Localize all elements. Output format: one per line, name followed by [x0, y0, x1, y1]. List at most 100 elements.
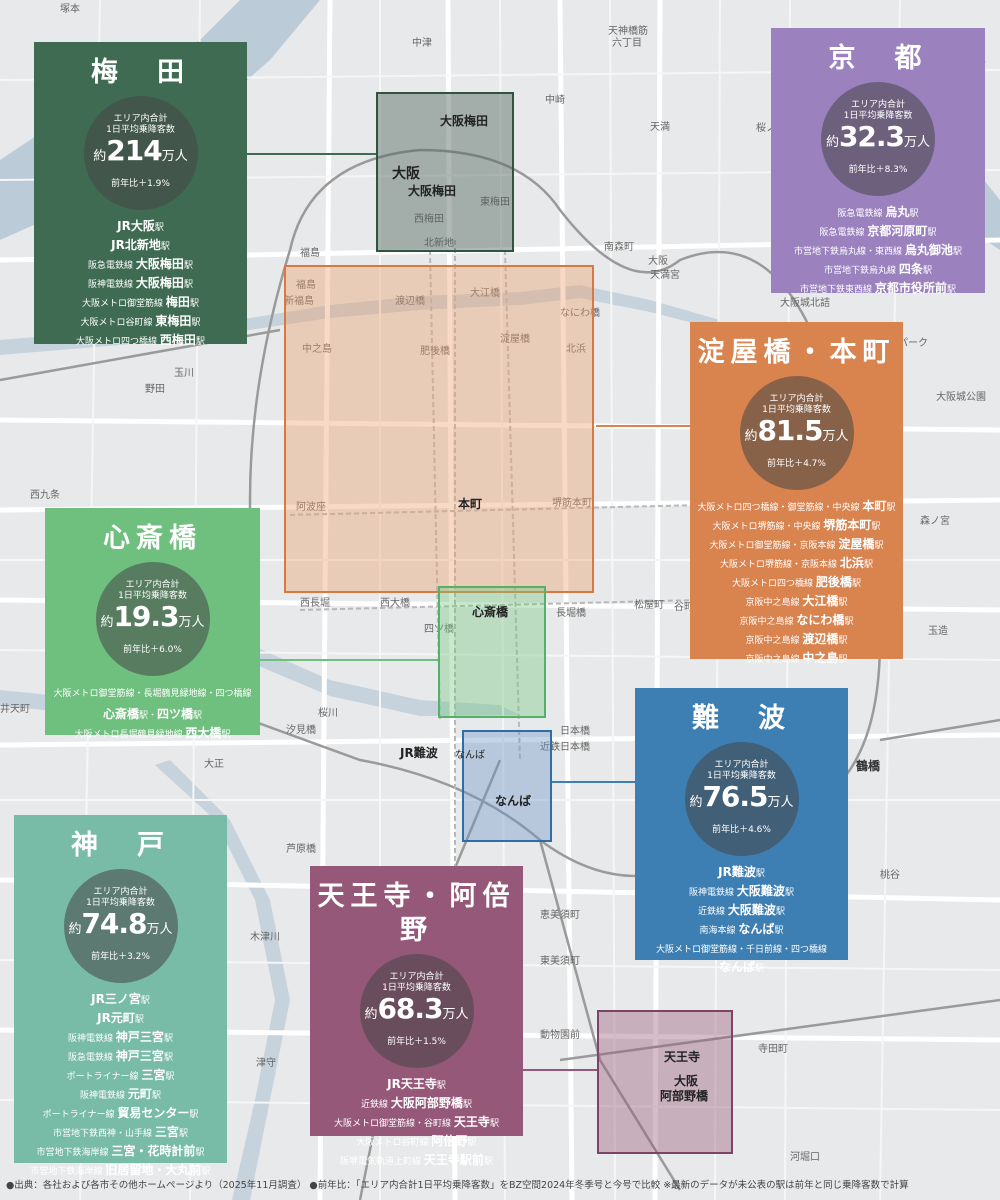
line-name: 大阪メトロ四つ橋線 [732, 579, 814, 589]
tennoji-panel: 天王寺・阿倍野 エリア内合計 1日平均乗降客数 約68.3万人 前年比＋1.5% JR… [310, 866, 523, 1167]
station-item: JR天王寺駅 [310, 1076, 523, 1095]
svg-text:南森町: 南森町 [604, 240, 634, 253]
shinsaibashi-area-name: 心斎橋 [103, 523, 202, 554]
station-item: 大阪メトロ御堂筋線 梅田駅 [34, 294, 247, 313]
station-suffix: 駅 [154, 223, 164, 233]
line-name: 南海本線 [699, 926, 736, 936]
svg-text:玉造: 玉造 [928, 624, 948, 637]
tennoji-box-label-3: 阿部野橋 [660, 1089, 709, 1103]
station-name: 神戸三宮 [115, 1049, 164, 1063]
kobe-ridership-number: 74.8 [81, 907, 147, 940]
station-item: 京阪中之島線 なにわ橋駅 [690, 612, 903, 631]
shinsaibashi-ridership-unit: 万人 [178, 615, 205, 630]
yodoyabashi-ridership-number: 81.5 [757, 414, 823, 447]
line-name: 大阪メトロ御堂筋線・千日前線・四つ橋線 [655, 945, 827, 955]
station-name: 四ツ橋 [157, 707, 194, 721]
line-name: 京阪中之島線 [745, 655, 800, 665]
svg-text:福島: 福島 [300, 246, 320, 259]
namba-station-list: JR難波駅 阪神電鉄線 大阪難波駅 近鉄線 大阪難波駅 南海本線 なんば駅 大阪メトロ御… [635, 864, 848, 978]
tennoji-ridership-circle: エリア内合計 1日平均乗降客数 約68.3万人 前年比＋1.5% [359, 954, 474, 1068]
station-suffix: 駅 [189, 1110, 199, 1120]
station-name: JR北新地 [111, 238, 161, 252]
tennoji-ridership-unit: 万人 [442, 1007, 469, 1022]
line-name: 京阪中之島線 [745, 598, 800, 608]
svg-text:西長堀: 西長堀 [300, 597, 330, 609]
station-item: 京阪中之島線 大江橋駅 [690, 593, 903, 612]
svg-text:西大橋: 西大橋 [380, 596, 410, 609]
line-name: 市営地下鉄烏丸線・東西線 [794, 247, 903, 257]
yodoyabashi-area-name: 淀屋橋・本町 [697, 337, 896, 368]
kyoto-approx: 約 [825, 135, 839, 150]
tennoji-box-label-2: 大阪 [674, 1074, 699, 1088]
station-suffix: 駅 [195, 1148, 205, 1158]
station-item: 市営地下鉄東西線 京都市役所前駅 [771, 280, 985, 299]
station-name: 大江橋 [802, 594, 839, 608]
line-name: 京阪中之島線 [739, 617, 794, 627]
station-suffix: 駅 [193, 711, 203, 721]
station-item: 阪急電鉄線 京都河原町駅 [771, 223, 985, 242]
line-name: 市営地下鉄西神・山手線 [53, 1129, 153, 1139]
kyoto-ridership-circle: エリア内合計 1日平均乗降客数 約32.3万人 前年比＋8.3% [821, 82, 935, 196]
kobe-area-name: 神 戸 [71, 830, 170, 861]
line-name: 大阪メトロ谷町線 [356, 1138, 429, 1148]
map-label: 梅田 [0, 0, 1, 1]
umeda-ridership-label: エリア内合計 1日平均乗降客数 [106, 114, 175, 135]
station-item: 四ツ橋駅 [157, 706, 202, 725]
kyoto-panel: 京 都エリア内合計 1日平均乗降客数 約32.3万人 前年比＋8.3% 阪急電鉄線 烏… [771, 28, 985, 295]
source-footnote: ●出典：各社および各市その他ホームページより（2025年11月調査） ●前年比：… [6, 1180, 909, 1191]
station-name: 大阪難波 [736, 884, 785, 898]
station-item: 京阪中之島線 中之島駅 [690, 650, 903, 669]
svg-text:北新地: 北新地 [424, 236, 454, 249]
station-name: JR大阪 [117, 219, 155, 233]
station-name: 元町 [127, 1087, 152, 1101]
station-name: なにわ橋 [796, 613, 845, 627]
namba-ridership-unit: 万人 [767, 795, 794, 810]
station-item: 大阪メトロ御堂筋線・谷町線 天王寺駅 [310, 1114, 523, 1133]
station-name: JR元町 [97, 1011, 135, 1025]
line-name: 大阪メトロ御堂筋線・京阪本線 [709, 541, 836, 551]
line-name: 市営地下鉄海岸線 [36, 1148, 109, 1158]
station-item: 阪神電鉄線 元町駅 [14, 1086, 227, 1105]
station-item: 大阪メトロ御堂筋線・千日前線・四つ橋線 [635, 940, 848, 959]
namba-ridership-label: エリア内合計 1日平均乗降客数 [707, 760, 776, 781]
svg-text:肥後橋: 肥後橋 [420, 344, 450, 357]
station-name: 本町 [862, 499, 887, 513]
station-item: 阪急電鉄線 大阪梅田駅 [34, 256, 247, 275]
station-suffix: 駅 [134, 1015, 144, 1025]
svg-text:新福島: 新福島 [284, 294, 314, 307]
station-suffix: 駅 [183, 261, 193, 271]
line-name: 大阪メトロ四つ橋線・御堂筋線・中央線 [697, 503, 860, 513]
umeda-box-label-2: 大阪 [392, 166, 420, 182]
station-name: 東梅田 [155, 314, 192, 328]
station-item: 市営地下鉄烏丸線 四条駅 [771, 261, 985, 280]
svg-text:松屋町: 松屋町 [634, 598, 664, 611]
station-item: 市営地下鉄海岸線 三宮・花時計前駅 [14, 1143, 227, 1162]
line-name: 阪急電鉄線 [68, 1053, 114, 1063]
yodoyabashi-ridership-circle: エリア内合計 1日平均乗降客数 約81.5万人 前年比＋4.7% [739, 376, 854, 490]
station-item: 大阪メトロ四つ橋線 西梅田駅 [34, 332, 247, 351]
station-suffix: 駅 [838, 598, 848, 608]
svg-text:大阪城北詰: 大阪城北詰 [780, 296, 830, 309]
station-suffix: 駅 [784, 888, 794, 898]
svg-text:福島: 福島 [296, 278, 316, 291]
station-item: JR三ノ宮駅 [14, 991, 227, 1010]
line-name: 阪急電鉄線 [88, 261, 134, 271]
station-suffix: 駅 [436, 1081, 446, 1091]
station-item: 大阪メトロ長堀鶴見緑地線 西大橋駅 [45, 725, 260, 744]
svg-text:日本橋: 日本橋 [560, 724, 590, 737]
station-name: 四条 [898, 262, 923, 276]
station-item: 阪神電鉄線 大阪梅田駅 [34, 275, 247, 294]
yodoyabashi-area-box [284, 265, 594, 593]
svg-text:桜川: 桜川 [318, 706, 338, 719]
namba-area-name: 難 波 [692, 703, 791, 734]
station-name: 神戸三宮 [115, 1030, 164, 1044]
namba-ridership-value: 約76.5万人 [685, 780, 799, 813]
namba-ridership-number: 76.5 [702, 780, 768, 813]
svg-text:動物園前: 動物園前 [540, 1028, 580, 1041]
line-name: 大阪メトロ御堂筋線・谷町線 [334, 1119, 452, 1129]
svg-text:恵美須町: 恵美須町 [540, 908, 580, 921]
station-item: 大阪メトロ堺筋線・中央線 堺筋本町駅 [690, 517, 903, 536]
namba-ridership-circle: エリア内合計 1日平均乗降客数 約76.5万人 前年比＋4.6% [684, 742, 799, 856]
yodoyabashi-station-list: 大阪メトロ四つ橋線・御堂筋線・中央線 本町駅 大阪メトロ堺筋線・中央線 堺筋本町駅… [690, 498, 903, 669]
kyoto-ridership-number: 32.3 [838, 120, 905, 153]
